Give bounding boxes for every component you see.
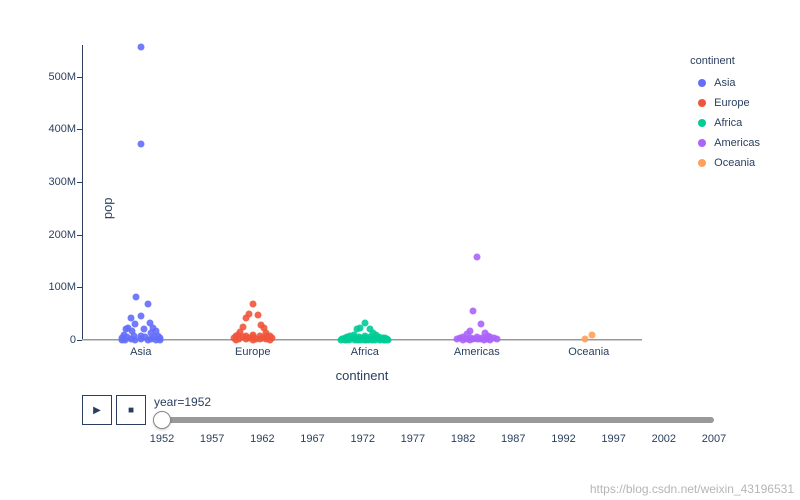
legend-label: Europe	[714, 97, 749, 109]
year-slider[interactable]: year=1952 195219571962196719721977198219…	[154, 395, 722, 449]
legend-item[interactable]: Oceania	[690, 153, 760, 173]
data-point[interactable]	[249, 300, 256, 307]
slider-tick-label[interactable]: 2007	[702, 433, 726, 445]
legend-item[interactable]: Africa	[690, 113, 760, 133]
x-tick-label: Africa	[351, 346, 379, 358]
data-point[interactable]	[480, 336, 487, 343]
data-point[interactable]	[144, 300, 151, 307]
legend-swatch	[698, 159, 706, 167]
data-point[interactable]	[487, 336, 494, 343]
y-tick-mark	[77, 182, 82, 183]
y-tick-mark	[77, 129, 82, 130]
data-point[interactable]	[470, 307, 477, 314]
y-tick-label: 300M	[26, 176, 76, 188]
data-point[interactable]	[266, 336, 273, 343]
x-tick-label: Americas	[454, 346, 500, 358]
slider-thumb[interactable]	[153, 411, 171, 429]
data-point[interactable]	[144, 336, 151, 343]
data-point[interactable]	[156, 336, 163, 343]
slider-rail[interactable]	[162, 417, 714, 423]
data-point[interactable]	[243, 314, 250, 321]
x-tick-label: Europe	[235, 346, 270, 358]
plot-region[interactable]	[82, 40, 642, 340]
data-point[interactable]	[342, 336, 349, 343]
slider-label: year=1952	[154, 395, 722, 409]
slider-tick-label[interactable]: 1962	[250, 433, 274, 445]
y-tick-mark	[77, 287, 82, 288]
slider-tick-label[interactable]: 2002	[652, 433, 676, 445]
slider-ticks: 1952195719621967197219771982198719921997…	[162, 433, 714, 449]
slider-tick-label[interactable]: 1952	[150, 433, 174, 445]
legend-swatch	[698, 139, 706, 147]
legend-item[interactable]: Europe	[690, 93, 760, 113]
data-point[interactable]	[118, 336, 125, 343]
play-icon: ▶	[93, 405, 101, 416]
data-point[interactable]	[467, 336, 474, 343]
data-point[interactable]	[380, 336, 387, 343]
data-point[interactable]	[478, 321, 485, 328]
y-tick-label: 500M	[26, 71, 76, 83]
slider-tick-label[interactable]: 1987	[501, 433, 525, 445]
data-point[interactable]	[137, 141, 144, 148]
stop-icon: ■	[128, 405, 134, 416]
data-point[interactable]	[233, 336, 240, 343]
legend-swatch	[698, 79, 706, 87]
data-point[interactable]	[255, 312, 262, 319]
x-tick-label: Asia	[130, 346, 151, 358]
y-tick-mark	[77, 235, 82, 236]
y-tick-label: 100M	[26, 281, 76, 293]
slider-tick-label[interactable]: 1992	[551, 433, 575, 445]
data-point[interactable]	[132, 336, 139, 343]
legend-item[interactable]: Americas	[690, 133, 760, 153]
y-axis-line	[82, 45, 83, 340]
chart-area: pop continent 0100M200M300M400M500MAsiaE…	[82, 40, 642, 360]
data-point[interactable]	[582, 335, 589, 342]
data-point[interactable]	[473, 254, 480, 261]
data-point[interactable]	[256, 336, 263, 343]
data-point[interactable]	[589, 332, 596, 339]
slider-tick-label[interactable]: 1972	[350, 433, 374, 445]
play-button[interactable]: ▶	[82, 395, 112, 425]
legend-item[interactable]: Asia	[690, 73, 760, 93]
y-tick-label: 400M	[26, 123, 76, 135]
slider-tick-label[interactable]: 1997	[601, 433, 625, 445]
legend-title: continent	[690, 55, 760, 67]
legend: continent Asia Europe Africa Americas Oceani…	[690, 55, 760, 173]
animation-controls: ▶ ■ year=1952 19521957196219671972197719…	[82, 395, 722, 425]
x-tick-label: Oceania	[568, 346, 609, 358]
legend-swatch	[698, 99, 706, 107]
legend-label: Africa	[714, 117, 742, 129]
data-point[interactable]	[368, 336, 375, 343]
slider-tick-label[interactable]: 1967	[300, 433, 324, 445]
legend-label: Asia	[714, 77, 735, 89]
data-point[interactable]	[133, 293, 140, 300]
x-axis-label: continent	[82, 368, 642, 383]
y-tick-label: 0	[26, 334, 76, 346]
legend-swatch	[698, 119, 706, 127]
data-point[interactable]	[137, 44, 144, 51]
data-point[interactable]	[249, 336, 256, 343]
slider-tick-label[interactable]: 1982	[451, 433, 475, 445]
slider-tick-label[interactable]: 1977	[401, 433, 425, 445]
legend-label: Americas	[714, 137, 760, 149]
stop-button[interactable]: ■	[116, 395, 146, 425]
legend-label: Oceania	[714, 157, 755, 169]
y-tick-mark	[77, 77, 82, 78]
data-point[interactable]	[493, 336, 500, 343]
data-point[interactable]	[132, 321, 139, 328]
slider-tick-label[interactable]: 1957	[200, 433, 224, 445]
y-tick-label: 200M	[26, 229, 76, 241]
data-point[interactable]	[355, 336, 362, 343]
data-point[interactable]	[137, 312, 144, 319]
watermark-text: https://blog.csdn.net/weixin_43196531	[590, 482, 794, 496]
